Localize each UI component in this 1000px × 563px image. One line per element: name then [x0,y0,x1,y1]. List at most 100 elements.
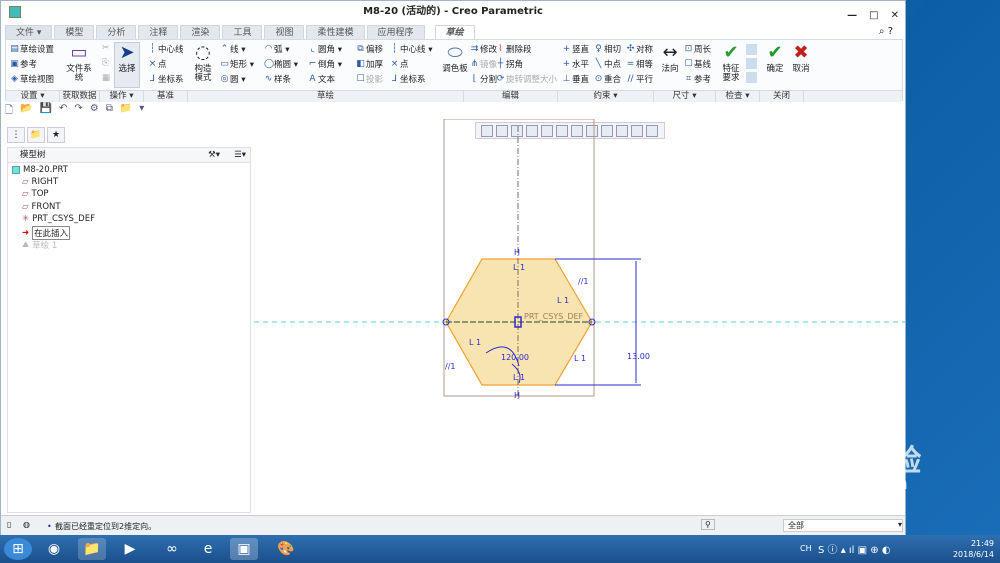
cancel-button[interactable]: ✖ 取消 [790,43,812,74]
group-operations[interactable]: 操作 ▾ [100,91,144,102]
feature-requirements-button[interactable]: ✔ 特征要求 [720,43,742,83]
group-inspect[interactable]: 检查 ▾ [716,91,760,102]
show-icon[interactable]: ☰▾ [234,150,246,160]
taskbar-media-icon[interactable]: ▶ [124,541,136,557]
corner-button[interactable]: ┼ 拐角 [497,58,524,70]
text-button[interactable]: A 文本 [309,73,336,85]
cut-icon[interactable]: ✂ [102,43,110,53]
windows-icon[interactable]: ⧉ [105,103,113,114]
zoom-in-icon[interactable] [496,125,508,137]
tree-item-part[interactable]: M8-20.PRT [12,165,68,175]
normal-dimension-button[interactable]: ↔ 法向 [658,43,682,74]
start-button[interactable]: ⊞ [4,538,32,560]
customize-icon[interactable]: ▾ [139,103,145,114]
model-tree-tab[interactable]: ⋮ [7,127,25,143]
circle-button[interactable]: ◎ 圆 ▾ [220,73,246,85]
palette-button[interactable]: ⬭ 调色板 [442,42,468,74]
midpoint-constraint-button[interactable]: ╲ 中点 [595,58,622,70]
ellipse-button[interactable]: ◯ 椭圆 ▾ [264,58,298,70]
tab-annotate[interactable]: 注释 [138,25,179,40]
construction-mode-button[interactable]: ◌ 构造模式 [192,43,214,83]
delete-segment-button[interactable]: ⌇ 删除段 [496,43,531,55]
repaint-icon[interactable] [526,125,538,137]
ok-button[interactable]: ✔ 确定 [764,43,786,74]
offset-button[interactable]: ⧉ 偏移 [357,43,384,55]
sketcher-display-icon[interactable] [646,125,658,137]
open-ends-icon[interactable] [746,72,757,83]
mirror-button[interactable]: ⋔ 镜像 [470,58,498,70]
taskbar-explorer-icon[interactable]: 📁 [78,538,106,560]
sketch-point-button[interactable]: × 点 [390,58,409,70]
language-indicator[interactable]: CH [800,544,812,553]
tab-render[interactable]: 渲染 [180,25,221,40]
group-constrain[interactable]: 约束 ▾ [558,91,654,102]
taskbar-browser-icon[interactable]: e [203,541,213,557]
group-setup[interactable]: 设置 ▾ [6,91,60,102]
parallel-constraint-button[interactable]: //平行 [627,73,654,85]
modify-button[interactable]: ⇉ 修改 [470,43,498,55]
tree-item-sketch1[interactable]: ⛰ 草绘 1 [22,240,58,251]
navigator-toggle-icon[interactable]: ▯ [7,520,12,529]
datum-csys-button[interactable]: ⅃ 坐标系 [149,73,184,85]
paste-icon[interactable]: ▦ [102,73,111,83]
spin-center-icon[interactable] [616,125,628,137]
display-style-icon[interactable] [541,125,553,137]
filter-dropdown[interactable]: 全部 ▾ [783,519,903,532]
tree-item-csys[interactable]: ✳ PRT_CSYS_DEF [22,214,95,224]
sketch-csys-button[interactable]: ⅃ 坐标系 [391,73,426,85]
spline-button[interactable]: ∿ 样条 [264,73,292,85]
find-icon[interactable]: ⚲ [701,519,715,530]
file-system-button[interactable]: ▭ 文件系统 [66,42,92,83]
perpendicular-constraint-button[interactable]: ⊥ 垂直 [562,73,590,85]
tray-icons[interactable]: S ⓘ ▴ ıl ▣ ⊕ ◐ [818,545,891,556]
sketch-centerline-button[interactable]: ┆ 中心线 ▾ [391,43,433,55]
divide-button[interactable]: ⌊ 分割 [470,73,497,85]
favorites-tab[interactable]: ★ [47,127,65,143]
browser-toggle-icon[interactable]: ◍ [23,520,30,529]
zoom-out-icon[interactable] [511,125,523,137]
perimeter-button[interactable]: ⊡ 周长 [684,43,712,55]
tab-view[interactable]: 视图 [264,25,305,40]
horizontal-constraint-button[interactable]: + 水平 [562,58,590,70]
maximize-button[interactable]: □ [869,10,879,21]
save-icon[interactable]: 💾 [39,103,52,114]
arc-button[interactable]: ◠ 弧 ▾ [264,43,290,55]
sketch-view-icon[interactable] [631,125,643,137]
taskbar-paint-icon[interactable]: 🎨 [277,541,295,557]
tab-file[interactable]: 文件 ▾ [5,25,53,40]
open-icon[interactable]: 📂 [20,103,33,114]
coincident-constraint-button[interactable]: ⊙ 重合 [594,73,622,85]
line-button[interactable]: ⌃ 线 ▾ [220,43,246,55]
taskbar-app-icon[interactable]: ◉ [47,541,61,557]
regenerate-icon[interactable]: ⚙ [89,103,99,114]
datum-display-icon[interactable] [586,125,598,137]
rotate-resize-button[interactable]: ⟳ 旋转调整大小 [496,73,558,85]
new-icon[interactable]: 🗋 [5,105,14,116]
tab-model[interactable]: 模型 [54,25,95,40]
select-button[interactable]: ➤ 选择 [114,42,140,88]
undo-icon[interactable]: ↶ [58,103,68,114]
chamfer-button[interactable]: ⌐ 倒角 ▾ [308,58,342,70]
saved-orientations-icon[interactable] [556,125,568,137]
shade-closed-icon[interactable] [746,58,757,69]
thicken-button[interactable]: ◧ 加厚 [356,58,384,70]
taskbar-creo-icon[interactable]: ▣ [230,538,258,560]
vertical-constraint-button[interactable]: + 竖直 [562,43,590,55]
equal-constraint-button[interactable]: = 相等 [626,58,654,70]
sketch-view-button[interactable]: ◈ 草绘视图 [11,73,55,85]
settings-icon[interactable]: ⚒▾ [208,150,220,160]
tree-item-top[interactable]: ▱ TOP [22,189,49,199]
tangent-constraint-button[interactable]: ♀ 相切 [595,43,622,55]
tab-applications[interactable]: 应用程序 [366,25,425,40]
tree-item-front[interactable]: ▱ FRONT [22,202,61,212]
copy-icon[interactable]: ⎘ [102,58,109,68]
annotation-display-icon[interactable] [601,125,613,137]
tab-sketch[interactable]: 草绘 [434,25,475,40]
reference-dimension-button[interactable]: ⌗ 参考 [685,73,712,85]
rectangle-button[interactable]: ▭ 矩形 ▾ [220,58,254,70]
view-manager-icon[interactable] [571,125,583,137]
tab-analysis[interactable]: 分析 [96,25,137,40]
refit-icon[interactable] [481,125,493,137]
close-window-icon[interactable]: 📁 [119,103,133,114]
graphics-area[interactable]: PRT_CSYS_DEF 120.00 13.00 H H L 1 L 1 L … [253,119,905,513]
